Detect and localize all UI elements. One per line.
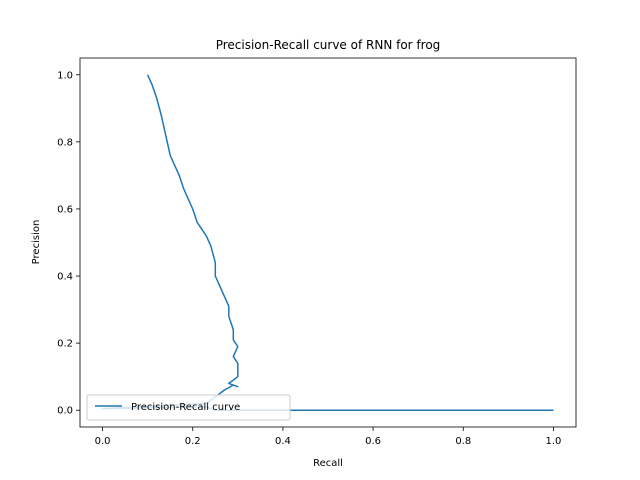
y-axis-label: Precision (31, 220, 42, 265)
x-tick-label: 1.0 (546, 436, 562, 447)
y-tick-label: 0.0 (57, 406, 73, 417)
plot-frame (79, 57, 577, 428)
x-tick-label: 0.6 (365, 436, 381, 447)
x-axis-label: Recall (313, 458, 343, 469)
plot-area (80, 58, 576, 427)
y-tick-label: 0.8 (57, 137, 73, 148)
y-tick-label: 1.0 (57, 70, 73, 81)
legend: Precision-Recall curve (86, 394, 291, 421)
x-tick-label: 0.0 (95, 436, 111, 447)
x-tick-label: 0.2 (185, 436, 201, 447)
y-tick-label: 0.4 (57, 272, 73, 283)
x-tick-label: 0.4 (275, 436, 291, 447)
legend-label: Precision-Recall curve (131, 402, 240, 413)
legend-box (86, 394, 291, 421)
chart-title: Precision-Recall curve of RNN for frog (216, 38, 441, 52)
y-axis-ticks: 0.0 0.2 0.4 0.6 0.8 1.0 (57, 70, 80, 417)
x-axis-ticks: 0.0 0.2 0.4 0.6 0.8 1.0 (95, 427, 562, 447)
y-tick-label: 0.6 (57, 204, 73, 215)
x-tick-label: 0.8 (455, 436, 471, 447)
y-tick-label: 0.2 (57, 339, 73, 350)
